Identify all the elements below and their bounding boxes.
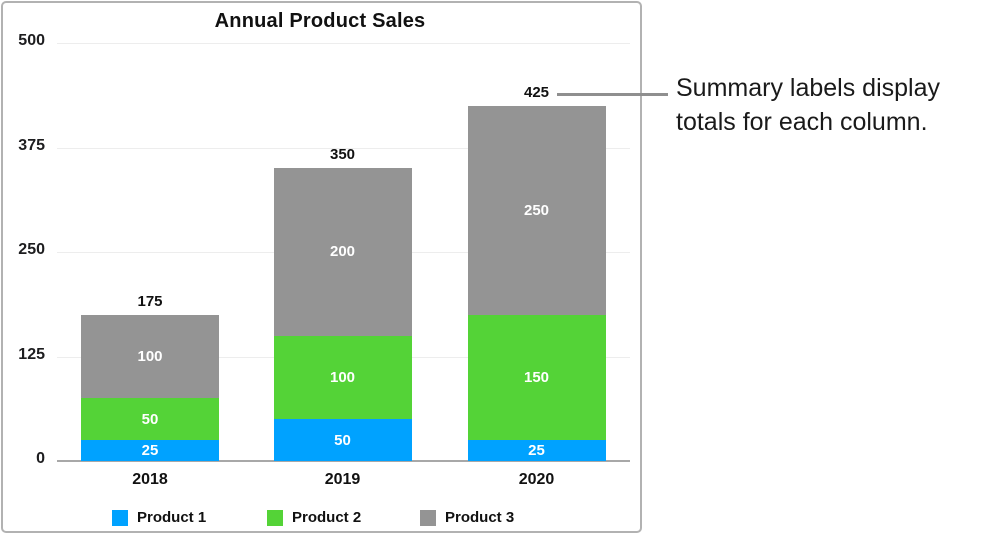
segment-value-label: 250 [523,201,550,219]
legend-swatch-icon [267,509,283,526]
bar-segment-product-2-2019: 100 [273,335,412,420]
segment-value-label: 150 [523,368,550,386]
summary-total-label-2018: 175 [137,292,163,310]
legend-swatch-icon [112,509,128,526]
y-tick-label-500: 500 [18,32,45,49]
annotation-text-line-2: totals for each column. [676,108,928,136]
legend-label: Product 2 [292,509,362,526]
legend-item-product-1: Product 1 [112,509,206,526]
bar-segment-product-1-2019: 50 [273,419,412,461]
legend-label: Product 3 [445,509,515,526]
legend-swatch-icon [420,509,436,526]
annotation-text-line-1: Summary labels display [676,74,940,102]
gridline-500 [57,43,630,44]
x-category-label-2020: 2020 [518,471,555,488]
bar-segment-product-3-2020: 250 [467,105,606,315]
segment-value-label: 25 [141,442,159,460]
x-category-label-2019: 2019 [324,471,361,488]
y-tick-label-0: 0 [36,450,45,467]
x-category-label-2018: 2018 [132,471,168,488]
x-axis-baseline [57,460,630,462]
segment-value-label: 100 [137,347,163,365]
segment-value-label: 50 [141,410,159,428]
annotation-text: Summary labels display totals for each c… [676,71,940,139]
y-tick-label-125: 125 [18,345,45,363]
segment-value-label: 50 [334,431,351,449]
bar-segment-product-2-2018: 50 [81,398,219,441]
segment-value-label: 25 [528,442,545,460]
summary-total-label-2019: 350 [329,146,356,164]
chart-title: Annual Product Sales [214,10,426,32]
bar-segment-product-3-2018: 100 [81,314,219,399]
legend-label: Product 1 [137,509,207,526]
y-tick-label-375: 375 [18,136,45,154]
segment-value-label: 200 [329,243,356,261]
legend-item-product-2: Product 2 [267,509,361,526]
gridline-375 [57,147,630,149]
summary-total-label-2020: 425 [523,83,550,101]
segment-value-label: 100 [329,368,356,386]
y-tick-label-250: 250 [18,241,45,258]
callout-line [557,93,668,96]
bar-segment-product-1-2018: 25 [81,440,219,461]
bar-segment-product-3-2019: 200 [273,168,412,336]
bar-segment-product-1-2020: 25 [467,440,606,461]
legend-item-product-3: Product 3 [420,509,514,526]
bar-segment-product-2-2020: 150 [467,314,606,441]
